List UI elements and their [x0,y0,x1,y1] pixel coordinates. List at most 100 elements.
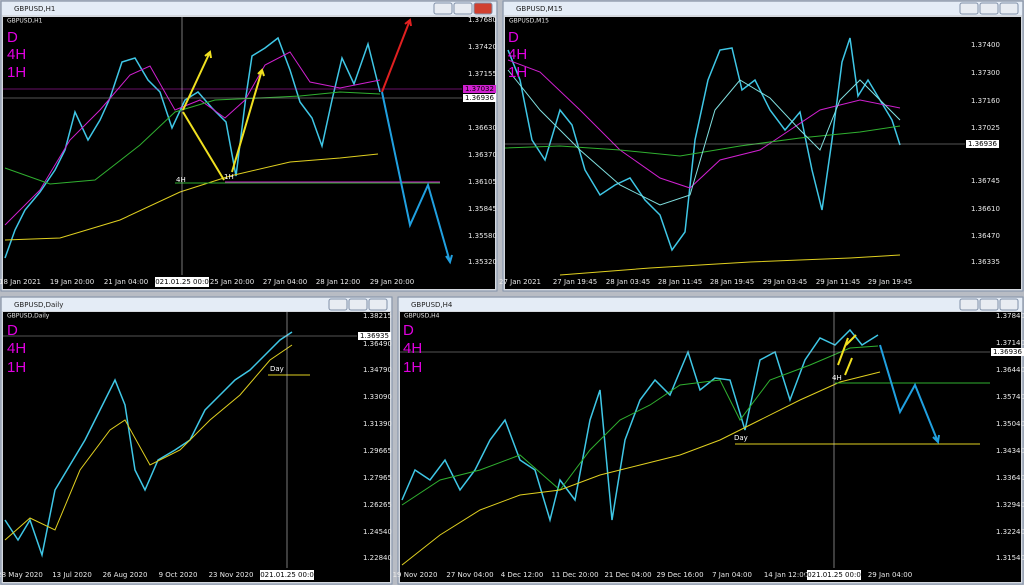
price-tick: 1.29665 [363,447,392,455]
date-tick: 28 Jan 19:45 [710,278,754,286]
price-tick: 1.26265 [363,501,392,509]
maximize-button[interactable] [979,2,999,15]
price-tick: 1.36335 [971,258,1000,266]
chart-caption: GBPUSD,M15 [509,18,549,25]
date-tick: 2021.01.25 00:00 [803,571,865,579]
window-title: GBPUSD,H4 [411,301,453,309]
price-tick: 1.37160 [971,97,1000,105]
ma-yellow [401,371,881,566]
timeframe-label: D [508,29,519,46]
title-bar [504,2,1022,15]
price-line [4,36,381,259]
arrow [381,18,412,93]
date-highlight [155,277,209,287]
date-tick: 29 Jan 19:45 [868,278,912,286]
annotation: 1H [224,173,234,181]
price-tick: 1.22840 [363,554,392,562]
price-tick: 1.36470 [971,232,1000,240]
timeframe-label: 4H [403,340,422,357]
price-tick: 1.35845 [468,205,497,213]
date-tick: 28 Jan 11:45 [658,278,702,286]
ma-green [4,91,381,185]
current-price-box [358,332,391,340]
timeframe-label: D [7,29,18,46]
price-tick: 1.32240 [996,528,1024,536]
ma-yellow [4,344,293,541]
timeframe-label: D [403,322,414,339]
date-tick: 28 May 2020 [0,571,43,579]
price-tick: 1.37680 [468,16,497,24]
price-tick: 1.36440 [996,366,1024,374]
ma-yellow [559,254,901,276]
price-tick: 1.33090 [363,393,392,401]
price-axis [357,312,390,568]
price-tick: 1.36370 [468,151,497,159]
minimize-button[interactable] [959,2,979,15]
date-tick: 21 Dec 04:00 [604,571,651,579]
title-bar [399,298,1022,311]
price-tick: 1.27965 [363,474,392,482]
window-title: GBPUSD,Daily [14,301,63,309]
price-tick: 1.37420 [468,43,497,51]
date-tick: 28 Jan 12:00 [316,278,360,286]
date-tick: 27 Nov 04:00 [446,571,493,579]
arrow [182,50,265,181]
price-tick: 1.37840 [996,312,1024,320]
date-tick: 29 Jan 03:45 [763,278,807,286]
timeframe-label: 1H [7,359,26,376]
current-price: 1.37032 [465,85,494,93]
close-button[interactable] [999,298,1019,311]
timeframe-label: 4H [508,46,527,63]
price-tick: 1.35320 [468,258,497,266]
price-tick: 1.34790 [363,366,392,374]
price-tick: 1.37300 [971,69,1000,77]
price-line [401,328,879,523]
ma-green [401,345,879,506]
date-tick: 29 Jan 20:00 [370,278,414,286]
current-price: 1.36935 [360,332,389,340]
price-axis [462,17,495,275]
annotation: 4H [176,176,186,184]
close-button[interactable] [473,2,493,15]
date-axis [3,275,495,289]
price-tick: 1.38215 [363,312,392,320]
current-price-box [991,348,1024,356]
chart-area [505,17,965,275]
price-tick: 1.37400 [971,41,1000,49]
ma-magenta [4,51,381,226]
arrow [837,334,857,376]
close-button[interactable] [368,298,388,311]
date-tick: 7 Jan 04:00 [712,571,752,579]
maximize-button[interactable] [979,298,999,311]
minimize-button[interactable] [328,298,348,311]
date-tick: 18 Jan 2021 [0,278,41,286]
price-tick: 1.37155 [468,70,497,78]
price-tick: 1.36745 [971,177,1000,185]
timeframe-label: 1H [403,359,422,376]
date-tick: 27 Jan 19:45 [553,278,597,286]
current-price-box [463,94,496,102]
arrow [381,91,453,265]
ma-magenta [507,59,901,189]
date-tick: 11 Dec 20:00 [551,571,598,579]
title-bar [2,298,391,311]
date-tick: 9 Oct 2020 [159,571,198,579]
ma-yellow [4,153,379,241]
window-title: GBPUSD,M15 [516,5,563,13]
chart-caption: GBPUSD,H1 [7,18,43,25]
date-tick: 29 Dec 16:00 [656,571,703,579]
minimize-button[interactable] [959,298,979,311]
date-highlight [260,570,314,580]
current-price: 1.36936 [968,140,997,148]
close-button[interactable] [999,2,1019,15]
price-line [4,331,293,558]
price-tick: 1.24540 [363,528,392,536]
timeframe-label: 1H [7,64,26,81]
window-title: GBPUSD,H1 [14,5,55,13]
minimize-button[interactable] [433,2,453,15]
date-tick: 2021.01.25 00:00 [256,571,318,579]
price-tick: 1.35580 [468,232,497,240]
maximize-button[interactable] [348,298,368,311]
maximize-button[interactable] [453,2,473,15]
